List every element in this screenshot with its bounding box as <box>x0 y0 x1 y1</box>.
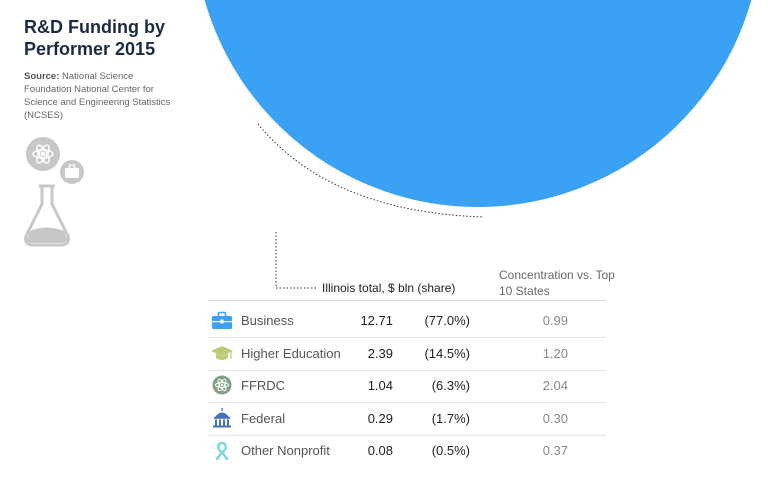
share-label: (0.5%) <box>431 443 470 458</box>
concentration-label: 1.20 <box>542 345 568 361</box>
legend-label: Higher Education <box>241 345 341 361</box>
value-label: 0.29 <box>367 410 393 426</box>
legend-label: FFRDC <box>241 378 286 393</box>
concentration-label: 2.04 <box>542 378 568 393</box>
ribbon-icon <box>215 441 229 460</box>
source-label: Source: <box>24 71 60 82</box>
federal-building-icon <box>213 407 231 427</box>
briefcase-icon <box>212 311 232 329</box>
flask-liquid-icon <box>27 227 67 243</box>
header-divider <box>208 300 606 301</box>
legend-label: Business <box>241 313 294 328</box>
share-label: (6.3%) <box>431 378 470 393</box>
value-label: 1.04 <box>367 378 393 393</box>
share-label: (1.7%) <box>431 410 470 426</box>
legend-row: FFRDC 1.04 (6.3%) 2.04 <box>208 372 606 403</box>
row-divider <box>208 369 606 371</box>
value-label: 0.08 <box>367 443 393 458</box>
graduation-cap-icon <box>211 345 233 360</box>
row-divider <box>208 337 606 338</box>
value-label: 12.71 <box>360 313 393 328</box>
flask-icon <box>24 184 70 247</box>
chart-title: R&D Funding by Performer 2015 <box>24 17 165 59</box>
source-text: National Science Foundation National Cen… <box>24 71 171 121</box>
concentration-label: 0.30 <box>542 410 568 426</box>
concentration-header: Concentration vs. Top 10 States <box>499 268 615 298</box>
value-label: 2.39 <box>367 345 393 361</box>
leader-arc <box>257 123 485 218</box>
leader-line <box>275 232 318 289</box>
atom-icon <box>212 375 232 395</box>
science-icons <box>24 137 84 247</box>
legend-label: Other Nonprofit <box>241 443 330 458</box>
row-divider <box>208 402 606 403</box>
briefcase-icon <box>65 164 79 178</box>
legend-row: Federal 0.29 (1.7%) 0.30 <box>208 405 606 436</box>
concentration-label: 0.99 <box>542 313 568 328</box>
atom-icon <box>32 144 54 164</box>
value-header: Illinois total, $ bln (share) <box>322 281 456 295</box>
legend-row: Higher Education 2.39 (14.5%) 1.20 <box>208 340 606 371</box>
share-label: (14.5%) <box>424 345 470 361</box>
pie-slice-business <box>202 0 754 209</box>
concentration-label: 0.37 <box>542 443 568 458</box>
source-note: Source: National Science Foundation Nati… <box>24 70 174 122</box>
legend-row: Other Nonprofit 0.08 (0.5%) 0.37 <box>208 437 606 463</box>
legend-label: Federal <box>241 410 286 426</box>
share-label: (77.0%) <box>424 313 470 328</box>
pie-slices <box>202 0 754 209</box>
legend-row: Business 12.71 (77.0%) 0.99 <box>208 307 606 338</box>
row-divider <box>208 434 606 436</box>
